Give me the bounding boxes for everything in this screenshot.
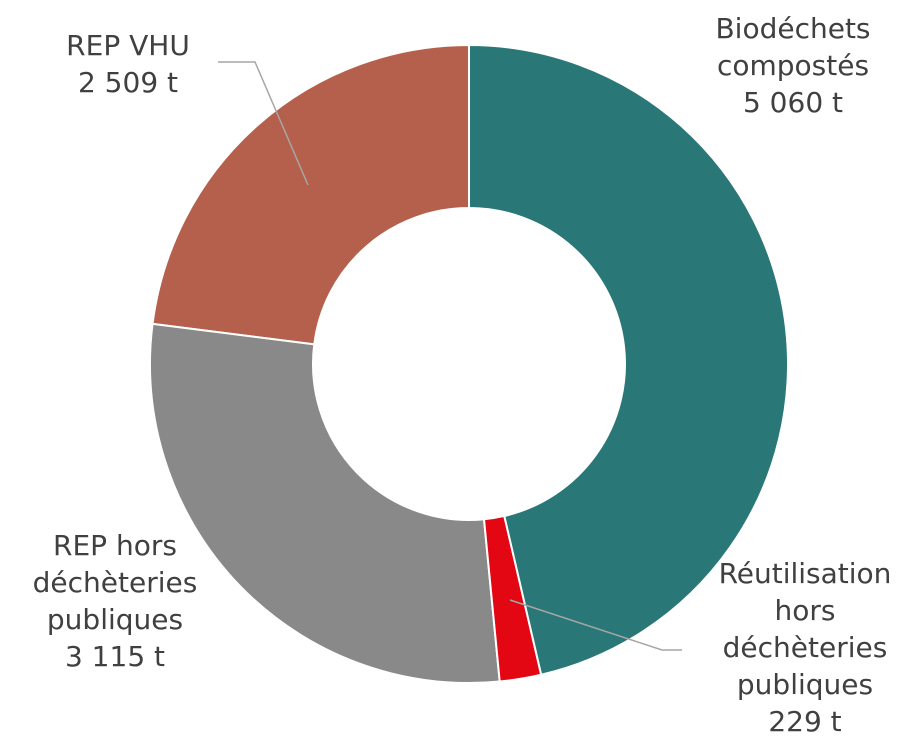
leader-line — [509, 599, 682, 651]
category-label: REP VHU — [66, 29, 190, 62]
value-label: 5 060 t — [742, 86, 844, 119]
value-label: 229 t — [768, 705, 842, 738]
donut-segment — [151, 43, 470, 346]
donut-segment — [149, 322, 501, 684]
data-label: REP VHU 2 509 t — [28, 27, 228, 101]
category-label: REP hors déchèteries publiques — [32, 529, 198, 636]
donut-segment — [482, 514, 543, 683]
category-label: Réutilisation hors déchèteries publiques — [718, 557, 892, 701]
donut-segment — [468, 43, 790, 676]
data-label: Biodéchets compostés 5 060 t — [693, 10, 893, 121]
data-label: REP hors déchèteries publiques 3 115 t — [15, 527, 215, 675]
leader-line — [218, 61, 309, 186]
category-label: Biodéchets compostés — [715, 12, 871, 82]
data-label: Réutilisation hors déchèteries publiques… — [690, 555, 913, 740]
value-label: 3 115 t — [64, 640, 166, 673]
value-label: 2 509 t — [77, 66, 179, 99]
